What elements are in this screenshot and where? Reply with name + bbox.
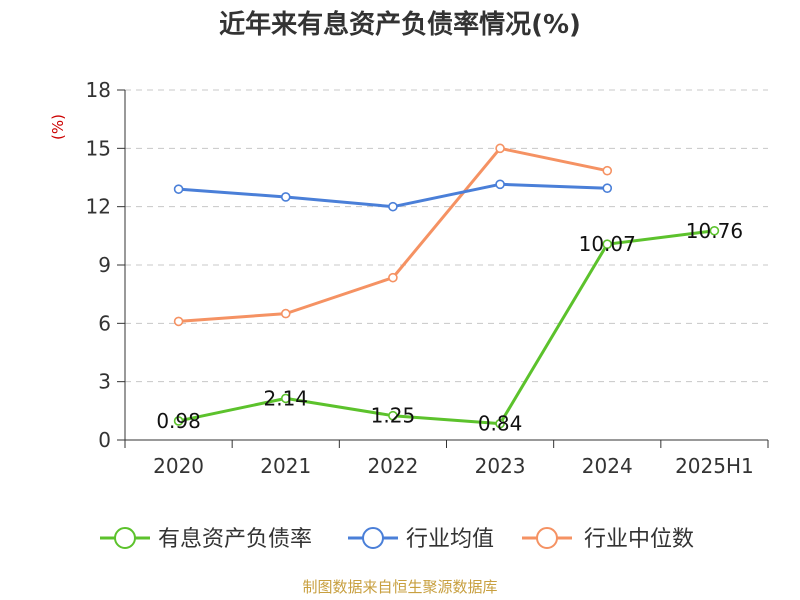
data-point (709, 225, 720, 236)
series-line-0 (178, 229, 715, 426)
x-tick-label: 2025H1 (675, 454, 754, 478)
data-point (495, 179, 505, 190)
data-point (173, 316, 184, 327)
y-tick-label: 0 (98, 428, 111, 452)
y-tick-label: 6 (98, 311, 111, 335)
data-point (280, 192, 291, 202)
data-point (388, 201, 398, 212)
data-label: 1.25 (371, 404, 416, 428)
legend-item-1[interactable]: 行业均值 (348, 527, 494, 552)
y-tick-label: 9 (98, 253, 111, 277)
legend-marker (536, 527, 558, 549)
series-layer (173, 143, 720, 429)
y-tick-label: 3 (98, 370, 111, 394)
legend-label: 有息资产负债率 (158, 527, 312, 552)
y-tick-label: 15 (86, 136, 111, 160)
legend-label: 行业均值 (406, 527, 494, 552)
legend[interactable]: 有息资产负债率 行业均值 行业中位数 (100, 527, 694, 552)
data-point (388, 410, 398, 421)
data-point (495, 143, 505, 154)
data-point (602, 165, 613, 176)
data-labels: 0.98 2.14 1.25 0.84 10.07 10.76 (156, 219, 743, 436)
legend-label: 行业中位数 (584, 527, 694, 552)
legend-marker (114, 527, 136, 549)
y-axis-unit: (%) (49, 114, 67, 140)
data-label: 10.76 (686, 219, 743, 243)
data-label: 10.07 (579, 232, 636, 256)
data-point (602, 239, 613, 249)
legend-marker (362, 527, 384, 549)
axes: 0 3 6 9 12 15 18 2020 2021 2022 2023 2024 2025H1 (86, 78, 769, 478)
x-tick-label: 2023 (475, 454, 526, 478)
x-tick-label: 2021 (260, 454, 311, 478)
data-label: 0.98 (156, 409, 201, 433)
x-tick-label: 2020 (153, 454, 204, 478)
data-point (495, 418, 505, 429)
series-line-2 (178, 146, 608, 323)
data-label: 2.14 (263, 386, 308, 410)
data-label: 0.84 (478, 412, 523, 436)
y-tick-label: 12 (86, 195, 111, 219)
data-point (388, 272, 398, 283)
x-tick-label: 2022 (367, 454, 418, 478)
data-point (280, 308, 291, 319)
data-point (173, 184, 184, 194)
y-tick-label: 18 (86, 78, 111, 102)
source-note: 制图数据来自恒生聚源数据库 (302, 578, 497, 596)
data-point (173, 416, 184, 426)
data-point (280, 393, 291, 404)
legend-item-2[interactable]: 行业中位数 (522, 527, 694, 552)
x-tick-label: 2024 (582, 454, 633, 478)
data-point (602, 183, 613, 193)
legend-item-0[interactable]: 有息资产负债率 (100, 527, 312, 552)
chart-title: 近年来有息资产负债率情况(%) (219, 9, 581, 40)
grid-lines (125, 89, 768, 383)
